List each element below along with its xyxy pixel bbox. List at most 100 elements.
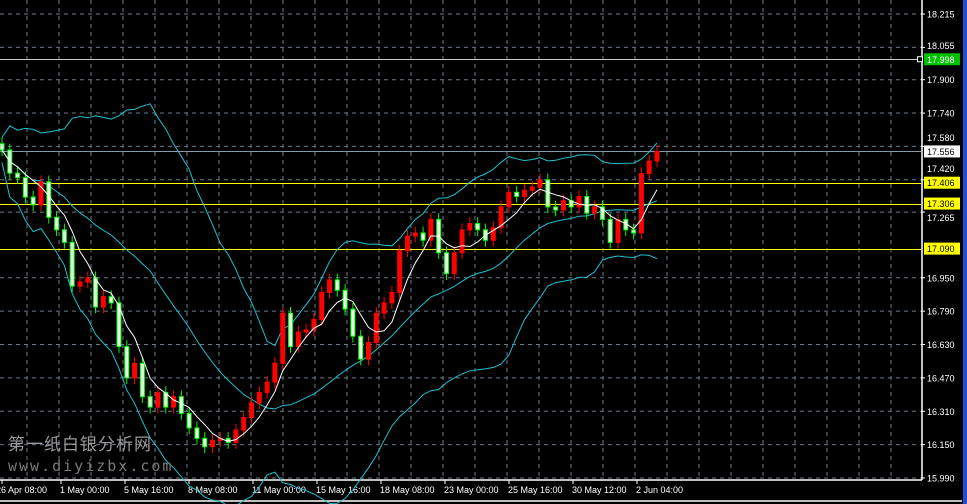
candle [256,386,262,410]
candle-body [412,232,418,237]
y-tick-label: 17.265 [927,213,955,223]
candle-body [132,362,138,379]
candle [241,411,247,437]
candle [327,273,332,299]
candle-body [186,412,192,429]
price-label-box [924,145,960,158]
candle [147,390,153,414]
candle-body [334,279,340,291]
candle-body [599,206,605,220]
candle [116,296,122,353]
candle-body [54,216,60,231]
candle [22,171,28,204]
candle-body [475,223,481,231]
candle-body [311,319,317,331]
y-tick-label: 18.215 [927,10,955,20]
price-label: 17.306 [927,199,955,209]
watermark-url: www.diyizbx.com [8,457,174,475]
candle [186,407,192,435]
candle-body [85,277,91,283]
candle-body [264,381,270,393]
candle [194,421,200,445]
y-tick-label: 16.470 [927,373,955,383]
candle [397,244,403,299]
candle [592,200,598,220]
candle-body [202,437,208,448]
candle-body [560,200,566,211]
candle-body [303,329,309,333]
bollinger-lower-band [1,162,658,504]
price-label-box [924,197,960,210]
candle-body [350,308,356,337]
candle-body [545,179,551,208]
candle-body [646,160,652,175]
candle-body [358,335,364,360]
candle-body [451,252,457,275]
candle [607,213,613,249]
candle-body [498,206,504,229]
candle [529,180,535,197]
price-label-box [924,242,960,255]
candle [15,166,21,184]
candle-body [467,223,473,231]
candle-body [139,362,145,398]
watermark-name: 第一纸白银分析网 [8,435,152,455]
candle-body [194,427,200,439]
candle [490,221,496,247]
candle [342,284,348,316]
candle [85,271,91,289]
candle [178,390,184,420]
candle-body [607,218,613,243]
candle-body [178,396,184,414]
x-tick-label: 8 May 08:00 [188,485,238,495]
candle [654,145,660,168]
candle-body [93,277,99,308]
candle [638,167,644,240]
candle [93,271,99,314]
candle [171,390,177,414]
candle [0,137,5,157]
candle [69,236,75,293]
candle-body [506,191,512,208]
candle [631,223,637,240]
candle [163,386,169,414]
candle [615,213,621,249]
candle-body [327,279,332,293]
candle-body [22,177,28,198]
candle [303,323,309,339]
candle-body [342,289,348,310]
y-tick-label: 18.055 [927,41,955,51]
candle [420,226,426,247]
candle [412,226,418,243]
candle-body [654,150,660,162]
candle [264,375,270,399]
candle-body [404,235,410,252]
candle [288,306,294,353]
candle [599,200,605,226]
candle-body [15,172,21,179]
candle [560,194,566,217]
candle-body [100,296,106,308]
candle [77,275,83,293]
x-tick-label: 1 May 00:00 [60,485,110,495]
y-tick-label: 17.900 [927,75,955,85]
candle [350,302,356,343]
candle [568,194,574,214]
candle-body [233,429,239,444]
price-label-box [924,53,960,66]
candle-body [280,312,286,364]
price-label: 17.556 [927,147,955,157]
candle-body [77,281,83,287]
candle [30,190,36,212]
candle [124,340,130,385]
right-border [963,0,967,504]
candle [521,183,527,203]
x-tick-label: 11 May 00:00 [252,485,306,495]
candle-body [147,396,153,408]
candle [61,223,67,249]
x-tick-label: 26 Apr 08:00 [0,485,47,495]
candle-body [30,196,36,206]
y-tick-label: 17.740 [927,109,955,119]
candle [272,357,278,389]
